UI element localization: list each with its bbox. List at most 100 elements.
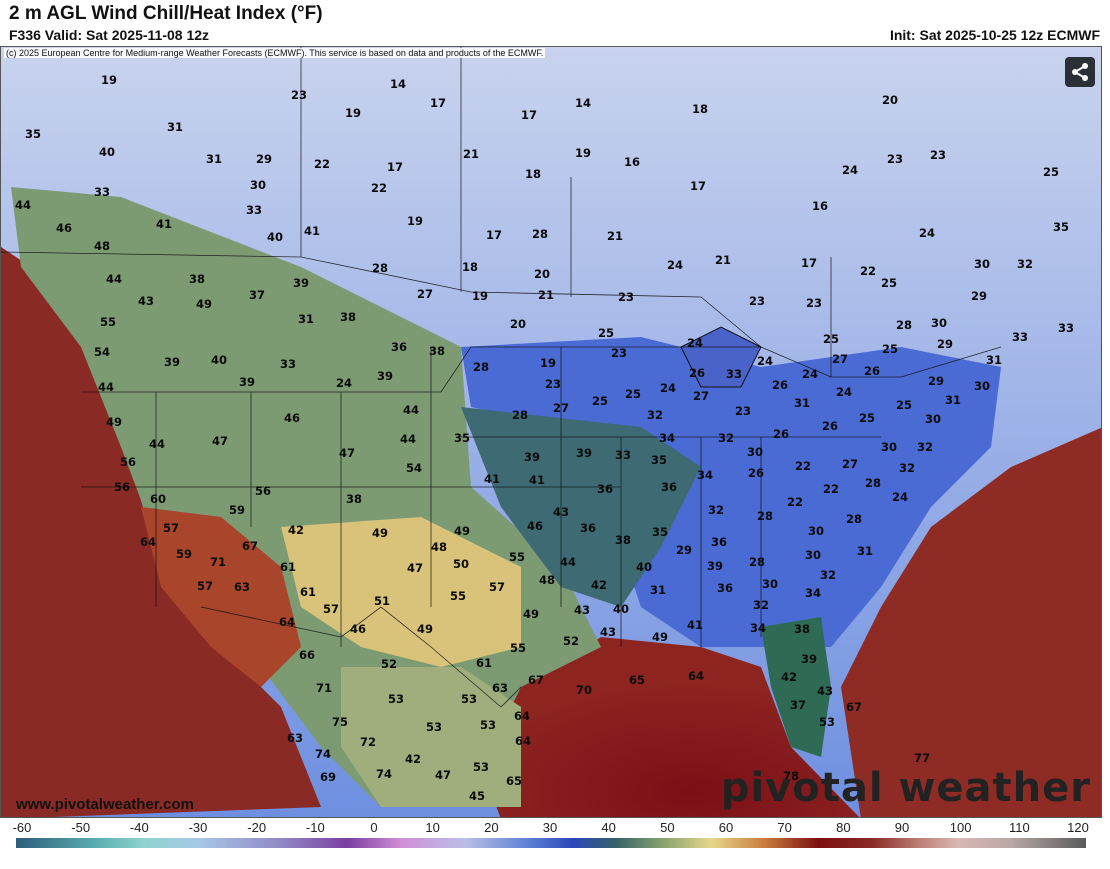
map-value-label: 22 xyxy=(795,459,811,473)
map-value-label: 39 xyxy=(293,276,309,290)
map-value-label: 24 xyxy=(687,336,703,350)
scale-tick-label: 120 xyxy=(1067,820,1089,835)
map-value-label: 26 xyxy=(748,466,764,480)
map-value-label: 26 xyxy=(772,378,788,392)
map-value-label: 55 xyxy=(100,315,116,329)
map-value-label: 52 xyxy=(563,634,579,648)
map-value-label: 20 xyxy=(882,93,898,107)
map-value-label: 17 xyxy=(486,228,502,242)
map-value-label: 30 xyxy=(805,548,821,562)
map-value-label: 39 xyxy=(377,369,393,383)
map-value-label: 23 xyxy=(806,296,822,310)
map-value-label: 23 xyxy=(611,346,627,360)
scale-tick-label: 50 xyxy=(660,820,675,835)
map-value-label: 63 xyxy=(287,731,303,745)
scale-bar xyxy=(16,838,1086,848)
map-value-label: 30 xyxy=(808,524,824,538)
map-value-label: 38 xyxy=(794,622,810,636)
map-value-label: 25 xyxy=(882,342,898,356)
map-value-label: 32 xyxy=(917,440,933,454)
map-value-label: 64 xyxy=(140,535,156,549)
scale-tick-label: 100 xyxy=(949,820,972,835)
map-value-label: 39 xyxy=(524,450,540,464)
map-value-label: 30 xyxy=(881,440,897,454)
forecast-map[interactable]: 19 23 14 17 14 18 20 35 31 19 17 40 31 29 22 17 21 19 16 23… xyxy=(0,46,1102,818)
map-value-label: 25 xyxy=(598,326,614,340)
map-value-label: 28 xyxy=(896,318,912,332)
map-value-label: 42 xyxy=(288,523,304,537)
map-value-label: 41 xyxy=(687,618,703,632)
share-button[interactable] xyxy=(1065,57,1095,87)
map-value-label: 23 xyxy=(930,148,946,162)
map-value-label: 28 xyxy=(372,261,388,275)
map-value-label: 35 xyxy=(25,127,41,141)
map-value-label: 17 xyxy=(387,160,403,174)
map-value-label: 75 xyxy=(332,715,348,729)
map-value-label: 17 xyxy=(430,96,446,110)
map-value-label: 47 xyxy=(435,768,451,782)
map-value-label: 24 xyxy=(802,367,818,381)
map-value-label: 55 xyxy=(450,589,466,603)
map-value-label: 25 xyxy=(859,411,875,425)
map-value-label: 67 xyxy=(528,673,544,687)
scale-tick-label: -20 xyxy=(247,820,267,835)
map-value-label: 26 xyxy=(864,364,880,378)
map-value-label: 54 xyxy=(406,461,422,475)
map-value-label: 42 xyxy=(405,752,421,766)
map-value-label: 70 xyxy=(576,683,592,697)
map-value-label: 29 xyxy=(928,374,944,388)
map-value-label: 32 xyxy=(753,598,769,612)
map-value-label: 39 xyxy=(801,652,817,666)
map-value-label: 19 xyxy=(345,106,361,120)
map-value-label: 19 xyxy=(472,289,488,303)
map-value-label: 26 xyxy=(773,427,789,441)
map-value-label: 54 xyxy=(94,345,110,359)
map-value-label: 67 xyxy=(846,700,862,714)
map-value-label: 49 xyxy=(417,622,433,636)
map-value-label: 39 xyxy=(239,375,255,389)
map-value-label: 49 xyxy=(652,630,668,644)
map-value-label: 27 xyxy=(693,389,709,403)
map-value-label: 49 xyxy=(523,607,539,621)
map-value-label: 49 xyxy=(196,297,212,311)
map-value-label: 43 xyxy=(817,684,833,698)
map-value-label: 71 xyxy=(316,681,332,695)
map-value-label: 26 xyxy=(689,366,705,380)
map-value-label: 31 xyxy=(206,152,222,166)
map-value-label: 38 xyxy=(340,310,356,324)
map-value-label: 21 xyxy=(463,147,479,161)
map-value-label: 24 xyxy=(842,163,858,177)
map-value-label: 34 xyxy=(659,431,675,445)
map-value-label: 29 xyxy=(256,152,272,166)
map-value-label: 43 xyxy=(553,505,569,519)
map-value-label: 16 xyxy=(624,155,640,169)
website-link[interactable]: www.pivotalweather.com xyxy=(16,796,194,813)
map-value-label: 31 xyxy=(794,396,810,410)
map-value-label: 28 xyxy=(846,512,862,526)
map-value-label: 61 xyxy=(280,560,296,574)
map-value-label: 39 xyxy=(164,355,180,369)
map-value-label: 64 xyxy=(515,734,531,748)
map-value-label: 49 xyxy=(454,524,470,538)
map-title: 2 m AGL Wind Chill/Heat Index (°F) xyxy=(9,3,323,24)
map-value-label: 23 xyxy=(887,152,903,166)
map-value-label: 65 xyxy=(506,774,522,788)
map-value-label: 40 xyxy=(211,353,227,367)
map-value-label: 57 xyxy=(197,579,213,593)
map-value-label: 18 xyxy=(525,167,541,181)
map-value-label: 44 xyxy=(560,555,576,569)
valid-time: F336 Valid: Sat 2025-11-08 12z xyxy=(9,27,210,43)
map-value-label: 31 xyxy=(298,312,314,326)
map-value-label: 37 xyxy=(790,698,806,712)
map-value-label: 25 xyxy=(1043,165,1059,179)
map-value-label: 74 xyxy=(315,747,331,761)
map-value-label: 44 xyxy=(149,437,165,451)
map-value-label: 57 xyxy=(163,521,179,535)
map-value-label: 35 xyxy=(651,453,667,467)
scale-tick-label: 20 xyxy=(484,820,499,835)
map-value-label: 22 xyxy=(371,181,387,195)
map-value-label: 52 xyxy=(381,657,397,671)
map-value-label: 30 xyxy=(974,379,990,393)
map-value-label: 59 xyxy=(176,547,192,561)
map-value-label: 46 xyxy=(527,519,543,533)
